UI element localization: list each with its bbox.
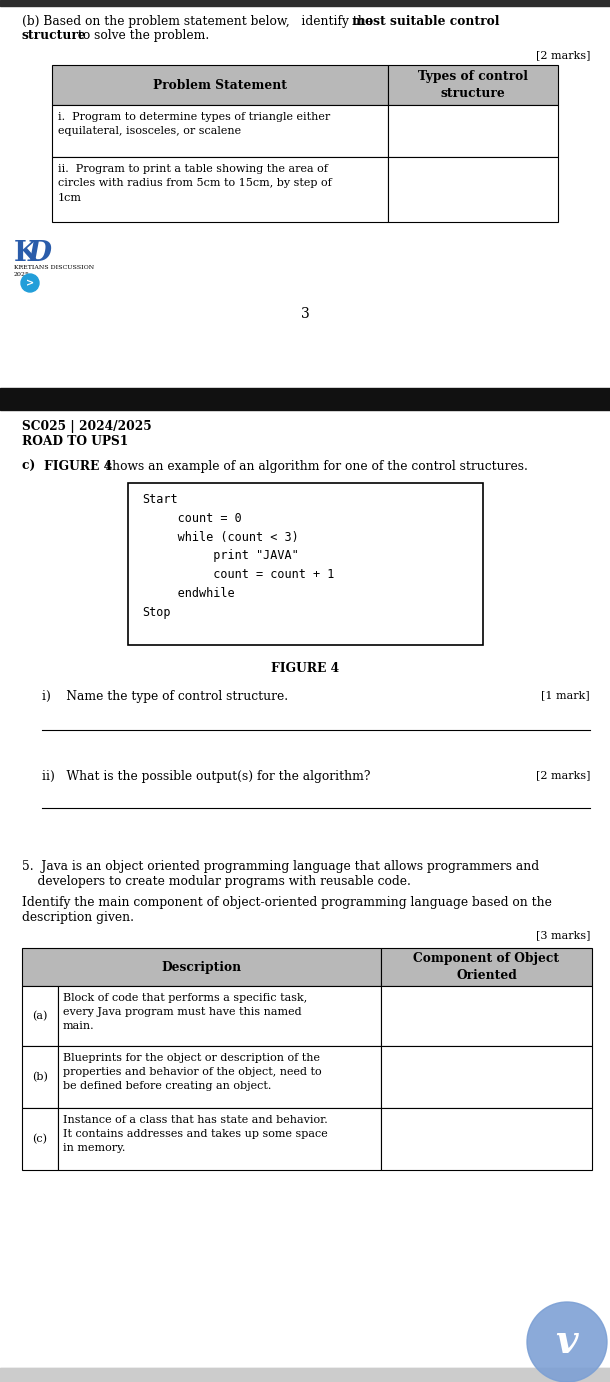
Bar (58, 1108, 381, 1171)
Bar (381, 1108, 592, 1171)
Text: c): c) (22, 460, 44, 473)
Bar (381, 985, 592, 1046)
Text: [1 mark]: [1 mark] (541, 690, 590, 701)
Bar (0, 0, 610, 6)
Text: FIGURE 4: FIGURE 4 (44, 460, 112, 473)
Text: description given.: description given. (22, 911, 134, 925)
Text: most suitable control: most suitable control (352, 15, 500, 28)
Bar (52, 65, 389, 105)
Circle shape (21, 274, 39, 292)
Text: 3: 3 (301, 307, 309, 321)
Bar (389, 105, 558, 158)
Text: (b) Based on the problem statement below,   identify the: (b) Based on the problem statement below… (22, 15, 377, 28)
Text: structure: structure (22, 29, 87, 41)
Text: FIGURE 4: FIGURE 4 (271, 662, 340, 674)
Bar (0, 1368, 610, 1382)
Text: Block of code that performs a specific task,
every Java program must have this n: Block of code that performs a specific t… (63, 994, 307, 1031)
Bar (22, 1108, 58, 1171)
Text: KRETIANS DISCUSSION: KRETIANS DISCUSSION (14, 265, 94, 269)
Text: Blueprints for the object or description of the
properties and behavior of the o: Blueprints for the object or description… (63, 1053, 321, 1090)
Text: [2 marks]: [2 marks] (536, 50, 590, 59)
Bar (128, 482, 483, 645)
Bar (0, 1368, 610, 1382)
Text: >: > (26, 278, 34, 287)
Text: Start
     count = 0
     while (count < 3)
          print "JAVA"
          cou: Start count = 0 while (count < 3) print … (142, 493, 334, 619)
Circle shape (527, 1302, 607, 1382)
Text: ii)   What is the possible output(s) for the algorithm?: ii) What is the possible output(s) for t… (42, 770, 370, 784)
Text: to solve the problem.: to solve the problem. (74, 29, 209, 41)
Text: [2 marks]: [2 marks] (536, 770, 590, 779)
Text: D: D (28, 240, 52, 267)
Text: developers to create modular programs with reusable code.: developers to create modular programs wi… (22, 875, 411, 889)
Bar (52, 105, 389, 158)
Text: (b): (b) (32, 1072, 48, 1082)
Text: Description: Description (162, 960, 242, 973)
Text: v: v (556, 1323, 578, 1361)
Text: Component of Object
Oriented: Component of Object Oriented (414, 952, 559, 981)
Text: shows an example of an algorithm for one of the control structures.: shows an example of an algorithm for one… (102, 460, 528, 473)
Text: K: K (14, 240, 38, 267)
Text: i)    Name the type of control structure.: i) Name the type of control structure. (42, 690, 288, 703)
Text: (c): (c) (32, 1133, 48, 1144)
Text: ii.  Program to print a table showing the area of
circles with radius from 5cm t: ii. Program to print a table showing the… (58, 164, 332, 203)
Text: Problem Statement: Problem Statement (153, 79, 287, 91)
Bar (0, 388, 610, 410)
Bar (381, 948, 592, 985)
Bar (389, 65, 558, 105)
Text: Instance of a class that has state and behavior.
It contains addresses and takes: Instance of a class that has state and b… (63, 1115, 328, 1153)
Bar (22, 948, 381, 985)
Text: [3 marks]: [3 marks] (536, 930, 590, 940)
Text: Types of control
structure: Types of control structure (418, 70, 528, 100)
Text: ROAD TO UPS1: ROAD TO UPS1 (22, 435, 128, 448)
Text: 2025: 2025 (14, 272, 30, 276)
Bar (381, 1046, 592, 1108)
Text: (a): (a) (32, 1010, 48, 1021)
Text: i.  Program to determine types of triangle either
equilateral, isosceles, or sca: i. Program to determine types of triangl… (58, 112, 330, 137)
Text: 5.  Java is an object oriented programming language that allows programmers and: 5. Java is an object oriented programmin… (22, 860, 539, 873)
Bar (22, 1046, 58, 1108)
Bar (58, 985, 381, 1046)
Bar (52, 158, 389, 223)
Bar (22, 985, 58, 1046)
Text: Identify the main component of object-oriented programming language based on the: Identify the main component of object-or… (22, 896, 552, 909)
Bar (58, 1046, 381, 1108)
Text: SC025 | 2024/2025: SC025 | 2024/2025 (22, 420, 152, 433)
Bar (389, 158, 558, 223)
